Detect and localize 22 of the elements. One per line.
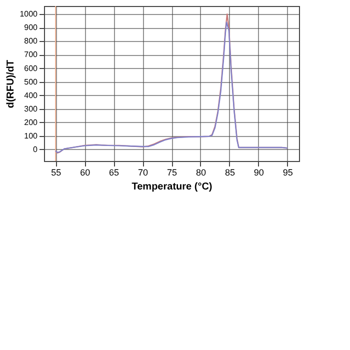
x-tick-label: 95 <box>282 168 293 178</box>
y-tick-label: 800 <box>24 36 38 46</box>
x-tick-label: 65 <box>109 168 120 178</box>
y-tick-label: 900 <box>24 23 38 32</box>
x-tick-label: 55 <box>51 168 62 178</box>
x-tick-label: 90 <box>254 168 264 178</box>
y-axis-title: d(RFU)/dT <box>6 60 17 108</box>
y-tick-label: 1000 <box>20 10 38 19</box>
y-tick-label: 300 <box>24 104 38 114</box>
y-tick-label: 0 <box>33 144 38 154</box>
y-tick-label: 700 <box>24 50 38 60</box>
x-axis-title: Temperature (°C) <box>132 182 212 192</box>
y-tick-label: 100 <box>24 131 38 140</box>
x-tick-label: 85 <box>224 168 235 178</box>
y-tick-label: 600 <box>24 64 38 73</box>
x-tick-label: 75 <box>166 168 178 178</box>
y-tick-label: 400 <box>24 90 38 100</box>
x-tick-label: 80 <box>196 168 206 178</box>
y-tick-label: 500 <box>24 77 38 86</box>
x-tick-label: 60 <box>80 168 90 178</box>
x-tick-label: 70 <box>138 168 148 178</box>
y-tick-label: 200 <box>24 118 38 127</box>
